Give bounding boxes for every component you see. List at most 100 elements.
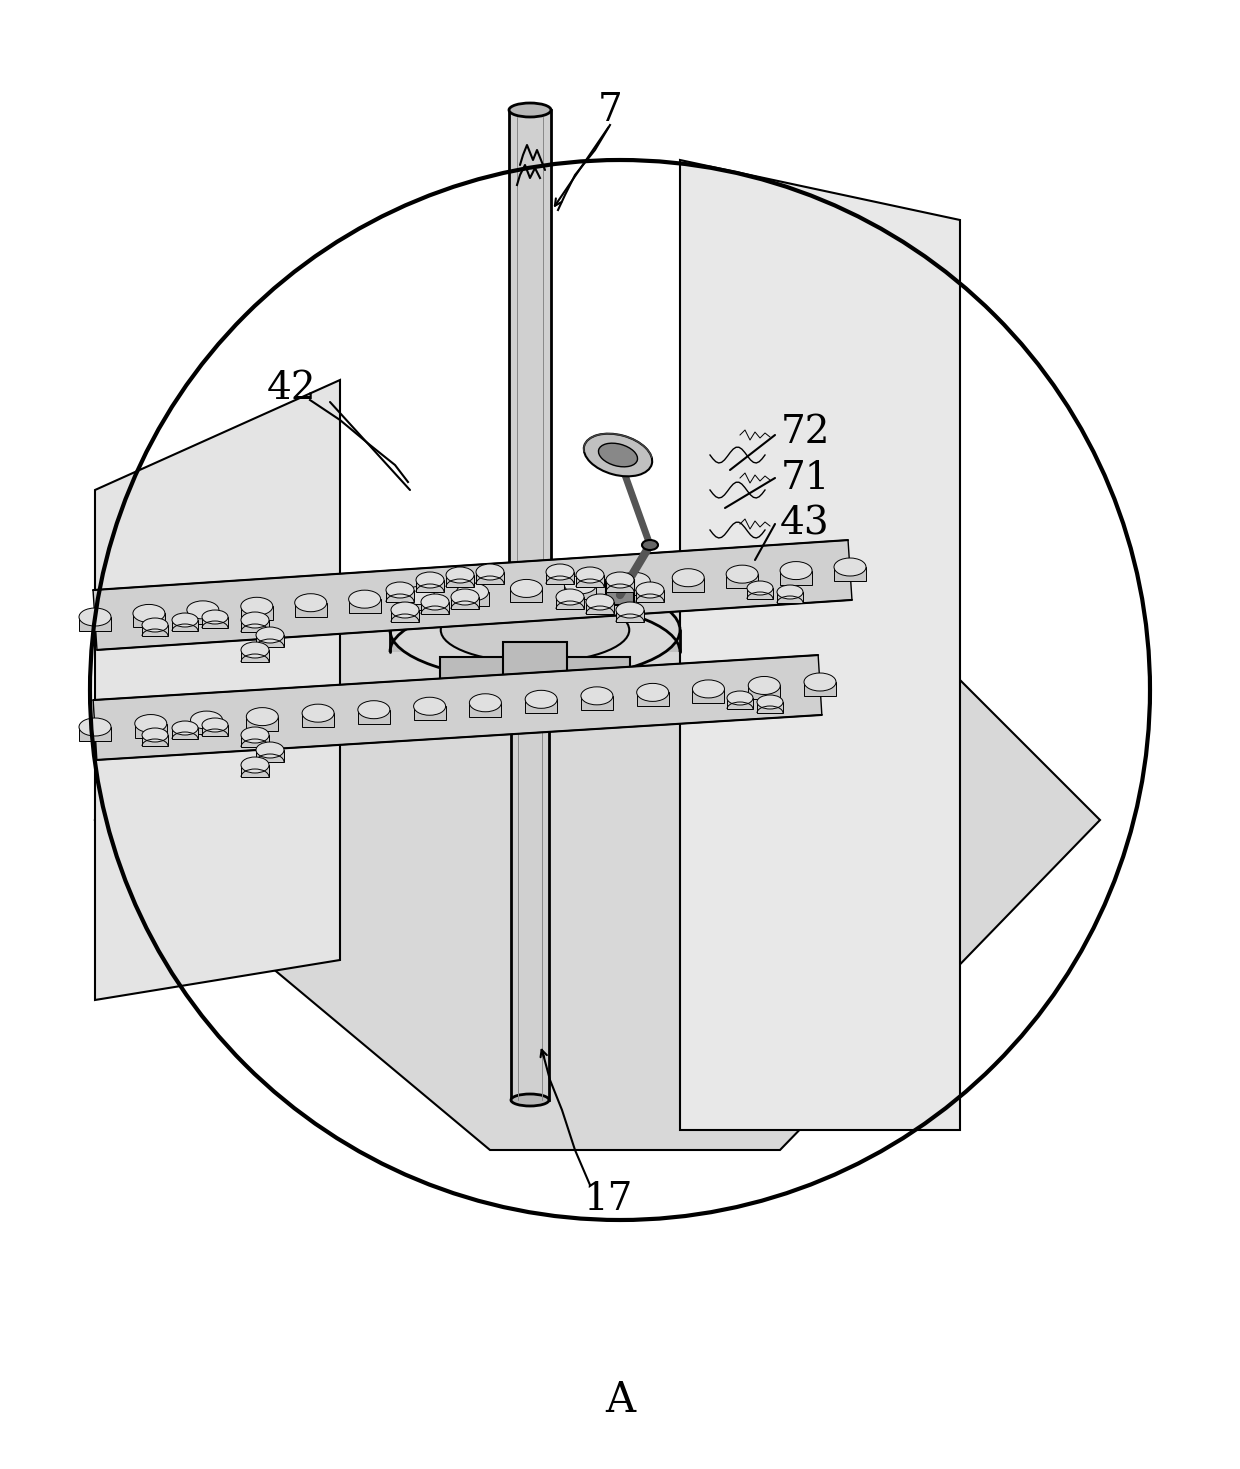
Polygon shape xyxy=(295,602,326,617)
Ellipse shape xyxy=(143,618,167,632)
Polygon shape xyxy=(580,696,613,710)
Polygon shape xyxy=(456,592,489,607)
Polygon shape xyxy=(241,607,273,620)
Polygon shape xyxy=(348,599,381,613)
Polygon shape xyxy=(422,602,449,614)
Polygon shape xyxy=(191,720,222,734)
Polygon shape xyxy=(606,580,634,605)
Ellipse shape xyxy=(727,566,758,583)
Ellipse shape xyxy=(546,564,574,580)
Ellipse shape xyxy=(255,627,284,643)
Ellipse shape xyxy=(79,608,112,626)
Ellipse shape xyxy=(780,561,812,580)
Ellipse shape xyxy=(172,721,198,734)
Ellipse shape xyxy=(748,676,780,695)
Ellipse shape xyxy=(526,690,557,708)
Ellipse shape xyxy=(599,444,637,467)
Ellipse shape xyxy=(587,593,614,610)
Polygon shape xyxy=(93,655,822,759)
Ellipse shape xyxy=(835,558,866,576)
Polygon shape xyxy=(135,724,166,737)
Ellipse shape xyxy=(777,585,804,599)
Polygon shape xyxy=(616,610,644,621)
Ellipse shape xyxy=(391,580,680,680)
Ellipse shape xyxy=(556,589,584,605)
Ellipse shape xyxy=(241,613,269,629)
Ellipse shape xyxy=(804,673,836,690)
Ellipse shape xyxy=(508,103,551,118)
Polygon shape xyxy=(391,610,419,621)
Polygon shape xyxy=(619,582,650,595)
Ellipse shape xyxy=(451,589,479,605)
Polygon shape xyxy=(756,702,782,712)
Polygon shape xyxy=(446,574,474,588)
Ellipse shape xyxy=(642,541,658,549)
Polygon shape xyxy=(777,592,804,602)
Polygon shape xyxy=(636,591,663,602)
Ellipse shape xyxy=(386,582,414,598)
Polygon shape xyxy=(692,689,724,704)
Polygon shape xyxy=(241,649,269,663)
Polygon shape xyxy=(804,682,836,696)
Ellipse shape xyxy=(470,693,501,712)
Polygon shape xyxy=(143,734,167,746)
Polygon shape xyxy=(587,602,614,614)
Ellipse shape xyxy=(135,714,166,733)
Ellipse shape xyxy=(456,583,489,601)
Polygon shape xyxy=(172,729,198,739)
Ellipse shape xyxy=(143,729,167,742)
Polygon shape xyxy=(556,596,584,610)
Polygon shape xyxy=(526,699,557,714)
Ellipse shape xyxy=(403,586,434,605)
Polygon shape xyxy=(440,657,630,687)
Polygon shape xyxy=(606,580,634,592)
Ellipse shape xyxy=(202,718,228,732)
Ellipse shape xyxy=(584,433,652,476)
Ellipse shape xyxy=(619,573,650,591)
Ellipse shape xyxy=(255,742,284,758)
Polygon shape xyxy=(636,692,668,707)
Polygon shape xyxy=(835,567,866,582)
Polygon shape xyxy=(241,620,269,632)
Ellipse shape xyxy=(440,598,629,663)
Polygon shape xyxy=(414,707,445,720)
Polygon shape xyxy=(202,726,228,736)
Polygon shape xyxy=(202,617,228,629)
Polygon shape xyxy=(577,574,604,588)
Polygon shape xyxy=(241,765,269,777)
Ellipse shape xyxy=(241,727,269,743)
Ellipse shape xyxy=(756,695,782,710)
Polygon shape xyxy=(391,630,680,652)
Polygon shape xyxy=(564,585,596,599)
Ellipse shape xyxy=(422,593,449,610)
Polygon shape xyxy=(386,591,414,602)
Polygon shape xyxy=(415,580,444,592)
Polygon shape xyxy=(143,624,167,636)
Polygon shape xyxy=(680,160,960,1130)
Polygon shape xyxy=(511,670,549,1100)
Ellipse shape xyxy=(692,680,724,698)
Polygon shape xyxy=(255,751,284,762)
Polygon shape xyxy=(748,686,780,699)
Polygon shape xyxy=(727,574,758,588)
Text: 71: 71 xyxy=(780,460,830,497)
Polygon shape xyxy=(187,610,218,624)
Ellipse shape xyxy=(202,610,228,624)
Polygon shape xyxy=(93,541,852,649)
Text: 7: 7 xyxy=(598,91,622,128)
Ellipse shape xyxy=(606,571,634,588)
Ellipse shape xyxy=(241,598,273,616)
Polygon shape xyxy=(303,712,334,727)
Polygon shape xyxy=(780,570,812,585)
Polygon shape xyxy=(241,734,269,748)
Polygon shape xyxy=(403,595,434,610)
Ellipse shape xyxy=(79,718,112,736)
Ellipse shape xyxy=(727,690,753,705)
Ellipse shape xyxy=(133,604,165,623)
Polygon shape xyxy=(255,635,284,646)
Ellipse shape xyxy=(303,704,334,723)
Text: 72: 72 xyxy=(780,413,830,451)
Ellipse shape xyxy=(636,582,663,598)
Ellipse shape xyxy=(187,601,218,618)
Polygon shape xyxy=(95,591,1100,1150)
